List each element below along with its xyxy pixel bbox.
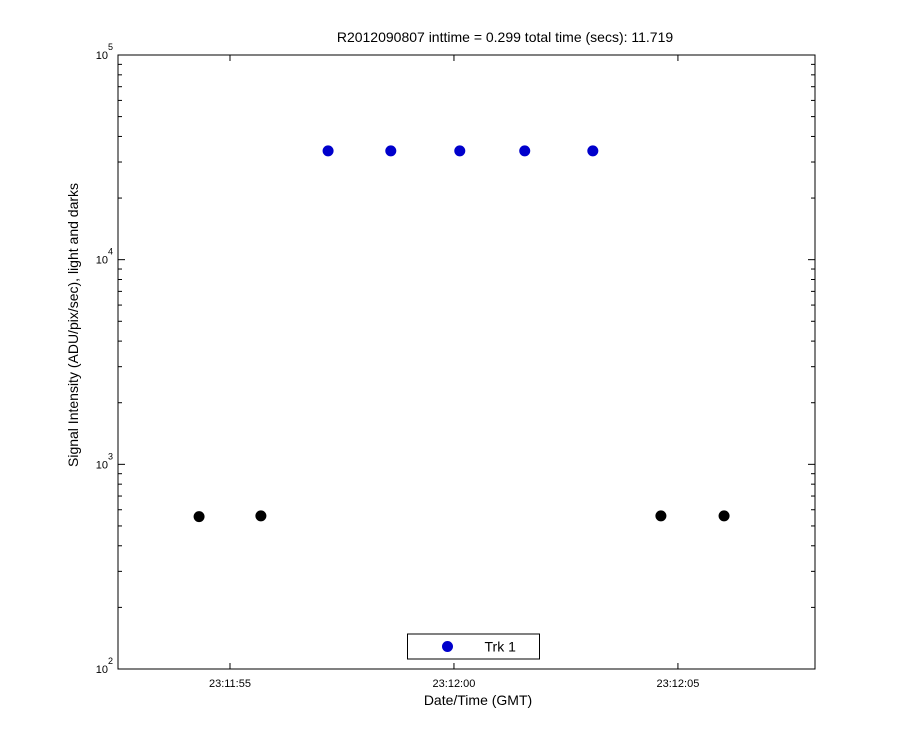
y-tick-exponent: 3: [108, 451, 113, 461]
y-tick-label: 104: [96, 247, 113, 267]
data-point: [385, 145, 397, 157]
x-axis-label: Date/Time (GMT): [424, 692, 532, 708]
y-tick-base: 10: [96, 459, 108, 471]
y-tick-base: 10: [96, 50, 108, 62]
data-point: [193, 511, 205, 523]
plot-frame: [117, 54, 816, 670]
y-tick-label: 105: [96, 42, 113, 62]
x-tick-label: 23:12:05: [657, 678, 700, 690]
data-point: [655, 510, 667, 522]
y-tick-base: 10: [96, 255, 108, 267]
y-tick-base: 10: [96, 664, 108, 676]
data-point: [519, 145, 531, 157]
data-point: [255, 510, 267, 522]
data-point: [322, 145, 334, 157]
legend: Trk 1: [407, 633, 540, 660]
y-tick-exponent: 4: [108, 247, 113, 257]
y-tick-exponent: 2: [108, 656, 113, 666]
y-axis-label: Signal Intensity (ADU/pix/sec), light an…: [65, 183, 81, 467]
legend-label: Trk 1: [485, 639, 517, 655]
y-tick-exponent: 5: [108, 42, 113, 52]
x-tick-label: 23:11:55: [209, 678, 251, 690]
y-tick-label: 102: [96, 656, 113, 676]
legend-marker: [442, 641, 453, 652]
legend-box: [407, 633, 540, 660]
y-tick-label: 103: [96, 451, 113, 471]
x-tick-label: 23:12:00: [433, 678, 476, 690]
chart-title: R2012090807 inttime = 0.299 total time (…: [337, 29, 674, 45]
data-point: [454, 145, 466, 157]
data-point: [718, 510, 730, 522]
data-point: [587, 145, 599, 157]
